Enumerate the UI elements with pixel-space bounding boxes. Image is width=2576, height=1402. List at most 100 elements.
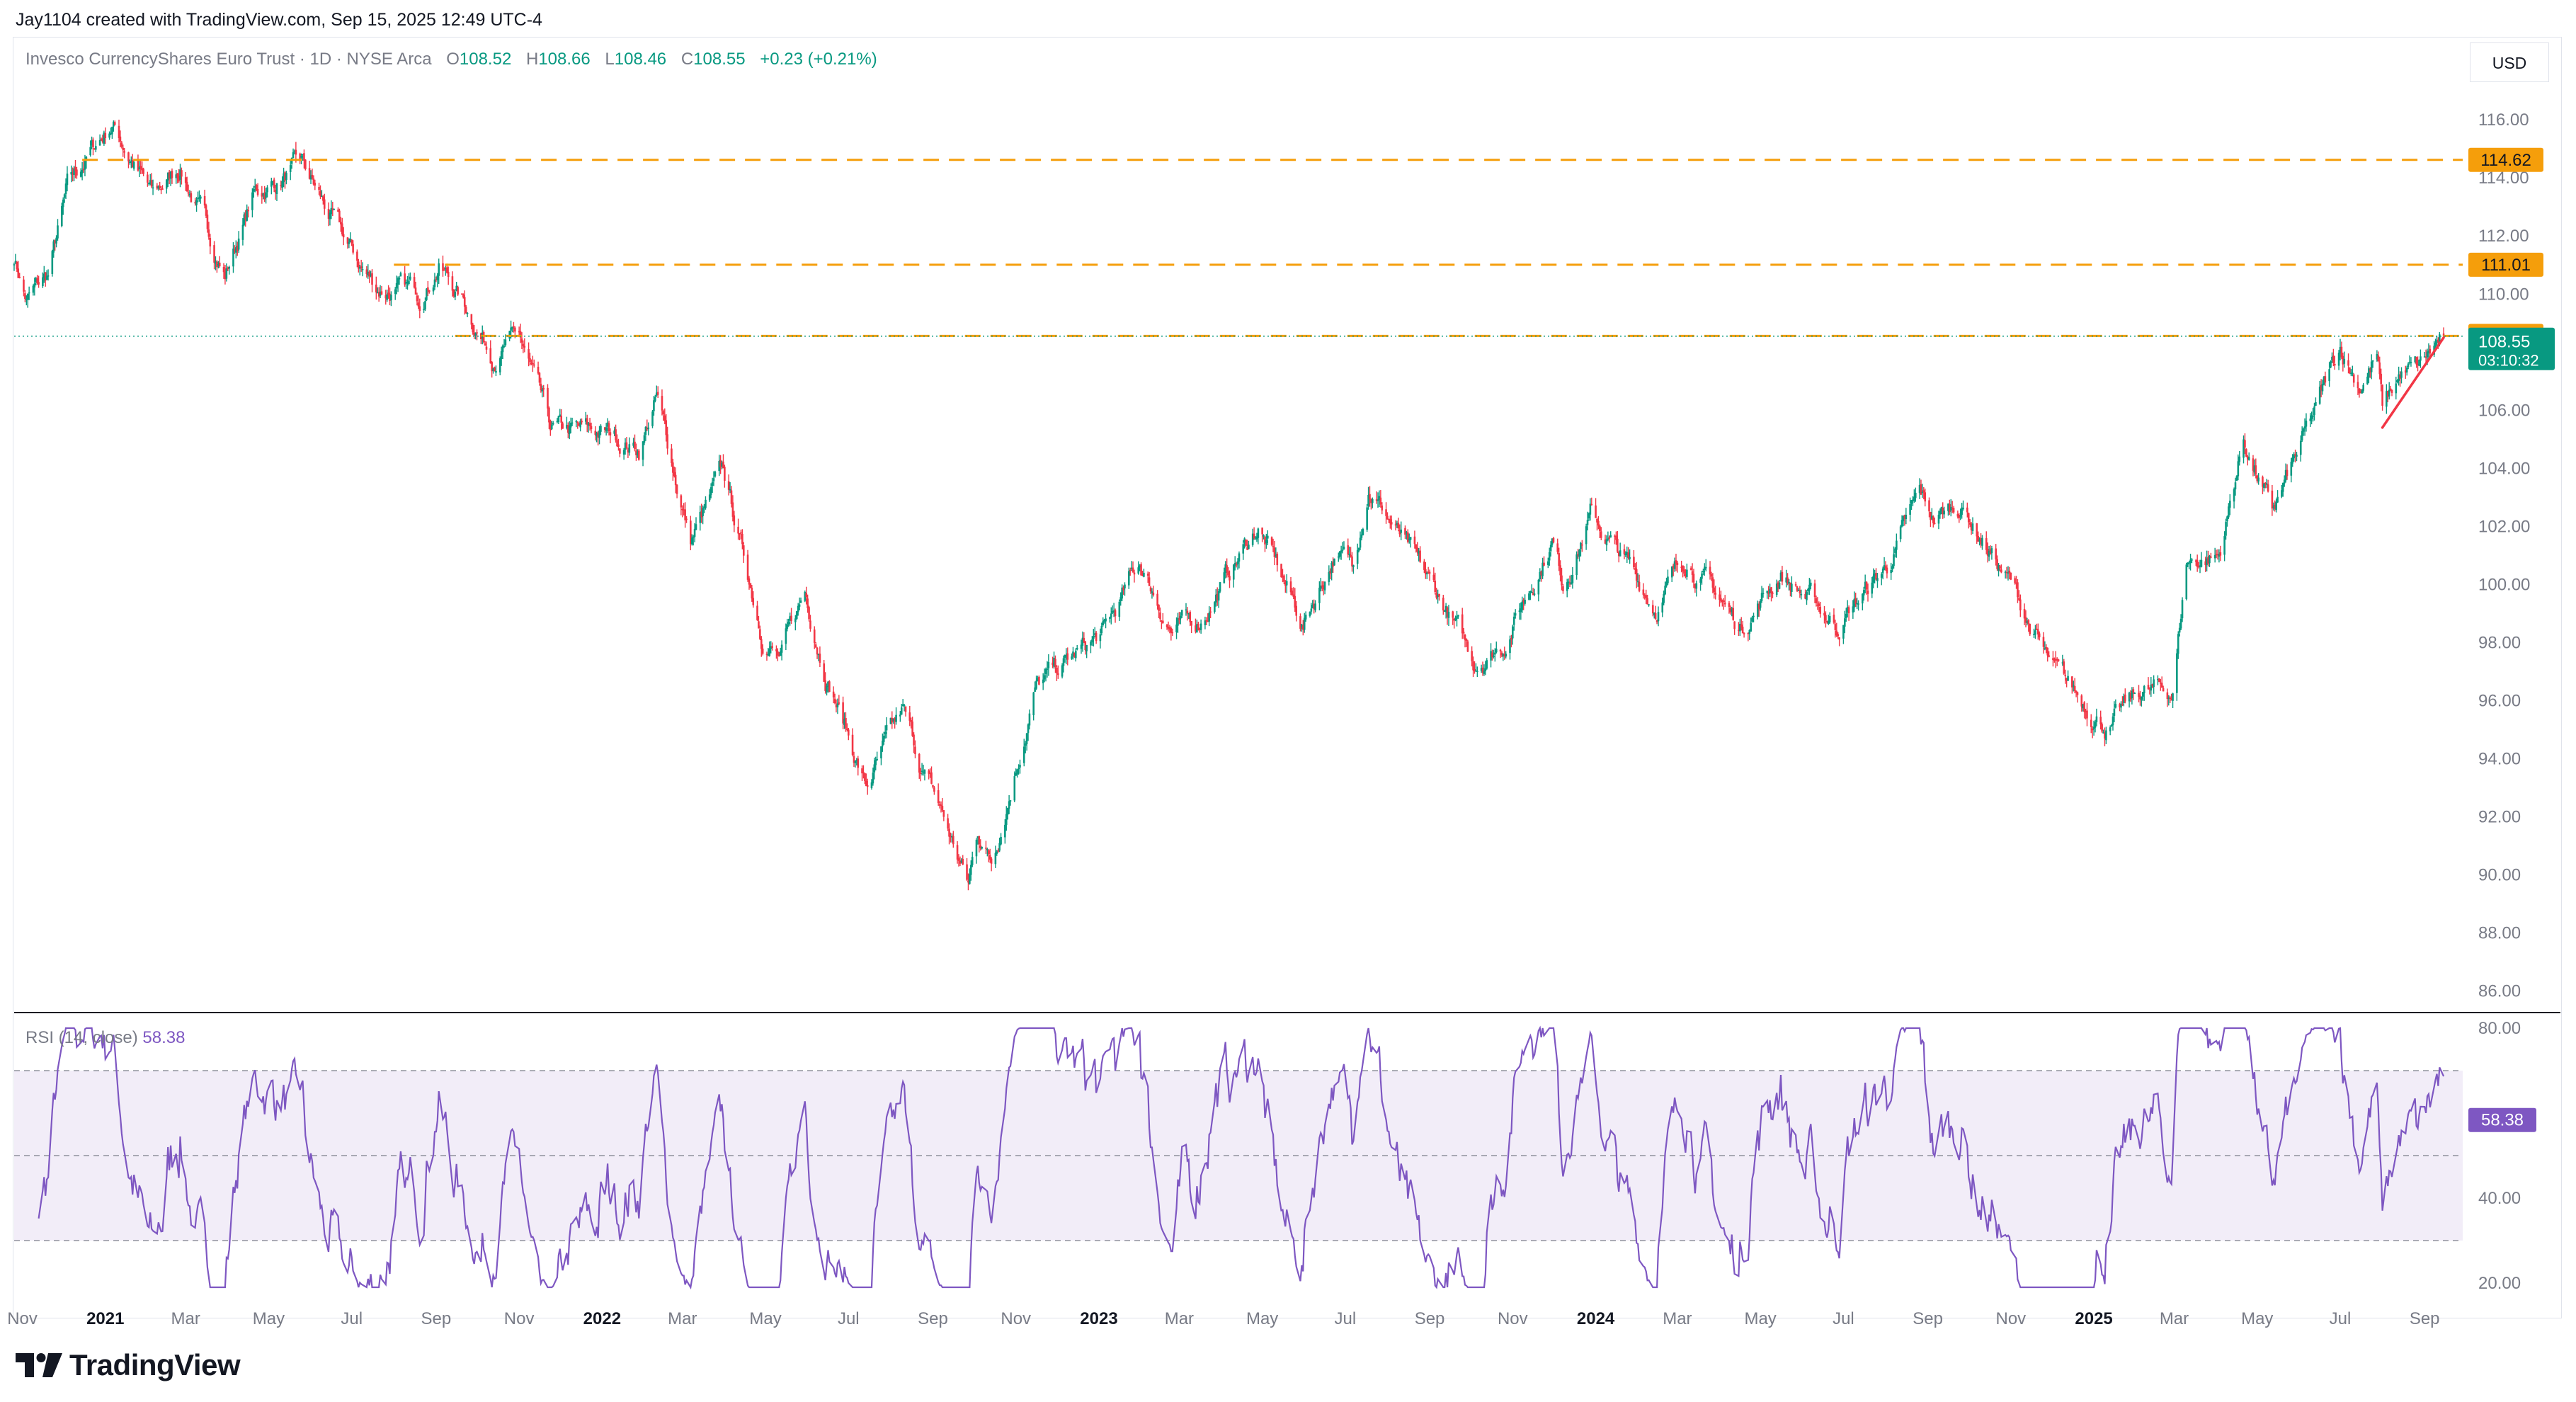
tradingview-logo[interactable]: TradingView: [16, 1345, 241, 1385]
candle-body: [92, 139, 94, 147]
candle-body: [351, 239, 353, 244]
candle: [2320, 379, 2323, 398]
candle: [416, 292, 418, 306]
candle: [281, 176, 283, 192]
candle-body: [1981, 537, 1983, 546]
candle-body: [2200, 559, 2203, 567]
candle: [1865, 581, 1868, 595]
candle-body: [1292, 594, 1295, 598]
candle: [748, 576, 751, 590]
candle: [1862, 593, 1864, 611]
candle-body: [1813, 583, 1816, 598]
candle-body: [1291, 591, 1294, 596]
candle-body: [16, 261, 18, 270]
candle-body: [2328, 369, 2330, 382]
open-label: O: [446, 50, 460, 69]
candle: [672, 458, 674, 481]
candle: [1676, 560, 1679, 573]
candle: [969, 868, 971, 885]
creator-caption: Jay1104 created with TradingView.com, Se…: [16, 10, 542, 30]
candle: [673, 466, 676, 478]
candle: [2257, 473, 2259, 485]
candle-body: [1552, 537, 1555, 543]
candle-body: [1073, 652, 1076, 657]
candle: [1853, 591, 1856, 612]
candle: [2036, 623, 2039, 640]
candle-body: [2293, 454, 2295, 459]
candle-body: [1799, 590, 1801, 594]
candle: [1642, 583, 1645, 599]
candle: [1940, 506, 1943, 515]
candle: [2015, 576, 2017, 589]
candle: [1024, 741, 1027, 753]
candle: [882, 731, 885, 745]
candle: [833, 693, 836, 705]
candle-body: [571, 422, 574, 424]
candle-body: [1093, 633, 1096, 635]
candle-body: [1909, 503, 1911, 515]
candle: [1073, 652, 1076, 658]
candle-body: [1713, 587, 1716, 593]
candle-body: [895, 714, 897, 722]
candle-body: [2072, 685, 2075, 687]
candle-body: [2101, 724, 2103, 732]
candle-body: [2257, 477, 2259, 481]
candle-body: [1520, 608, 1522, 612]
candle-body: [1180, 610, 1183, 616]
candle-body: [996, 851, 998, 854]
candle: [950, 832, 952, 843]
candle: [1804, 589, 1806, 600]
candle-body: [1099, 634, 1102, 642]
candle-body: [2274, 504, 2276, 509]
candle: [1236, 558, 1239, 570]
candle-body: [541, 389, 544, 392]
candle-body: [349, 238, 352, 243]
candle-body: [731, 502, 734, 517]
candle: [1623, 544, 1626, 559]
candle-body: [161, 188, 164, 190]
candle-body: [1833, 615, 1835, 623]
candle-body: [1465, 639, 1468, 642]
candle-body: [1619, 550, 1622, 557]
candle: [760, 636, 763, 657]
candle-body: [2023, 608, 2026, 619]
candle: [857, 756, 860, 776]
candle-body: [380, 291, 383, 295]
candle: [1114, 608, 1117, 623]
candle-body: [1510, 638, 1512, 640]
candle-body: [1958, 515, 1961, 518]
candle-body: [2178, 627, 2181, 633]
candle-body: [2407, 363, 2410, 367]
candle-body: [1949, 507, 1952, 511]
candle-body: [1493, 656, 1495, 657]
candle-body: [2302, 428, 2305, 432]
candle-body: [2153, 679, 2155, 688]
candle: [1216, 587, 1219, 606]
candle: [684, 502, 686, 528]
candle: [1561, 567, 1563, 591]
time-axis-tick-label: Sep: [1415, 1309, 1445, 1328]
candle-body: [1551, 538, 1554, 545]
candle-body: [643, 435, 646, 443]
candle-body: [702, 508, 704, 516]
candle: [311, 169, 314, 180]
candle-body: [215, 261, 217, 264]
candle: [795, 610, 798, 620]
candle: [500, 346, 503, 366]
candle: [2114, 699, 2117, 709]
candle: [2178, 622, 2181, 637]
candle: [559, 409, 562, 417]
candle: [1529, 591, 1532, 600]
currency-button[interactable]: USD: [2470, 42, 2549, 82]
candle: [1282, 569, 1284, 583]
candle: [597, 431, 599, 446]
candle-body: [2056, 659, 2058, 661]
candle: [1099, 628, 1102, 649]
candle-body: [1471, 651, 1473, 661]
candle: [932, 785, 934, 789]
candle-body: [616, 440, 618, 447]
candle-body: [1140, 564, 1142, 576]
candle: [1452, 610, 1454, 625]
candle: [2153, 675, 2155, 694]
